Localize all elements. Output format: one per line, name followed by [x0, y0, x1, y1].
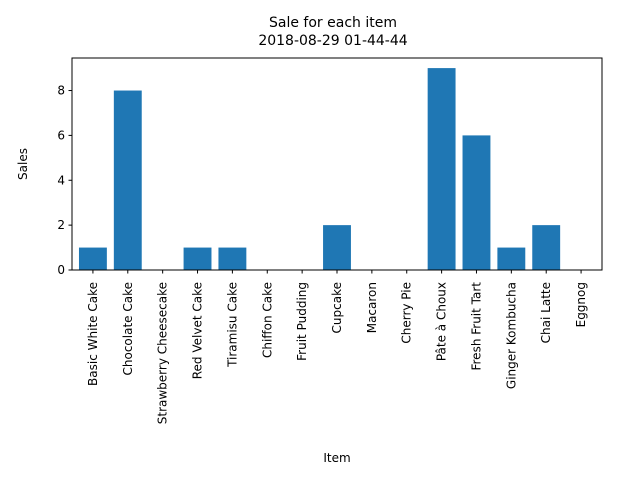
plot-frame: [71, 57, 603, 271]
x-tick-label-4: Tiramisu Cake: [225, 282, 239, 368]
x-tick-label-8: Macaron: [365, 282, 379, 333]
x-tick-label-5: Chiffon Cake: [260, 282, 274, 358]
x-tick-label-1: Chocolate Cake: [121, 282, 135, 376]
y-tick-label-3: 6: [57, 128, 65, 142]
bar-7: [323, 225, 351, 270]
x-tick-label-7: Cupcake: [330, 282, 344, 333]
chart-subtitle: 2018-08-29 01-44-44: [258, 33, 407, 49]
bar-13: [532, 225, 561, 270]
x-tick-label-2: Strawberry Cheesecake: [156, 282, 170, 424]
y-axis-ticks: 0 2 4 6 8: [57, 84, 72, 277]
x-tick-label-10: Pâte à Choux: [435, 282, 449, 361]
x-tick-label-3: Red Velvet Cake: [191, 282, 205, 379]
x-tick-label-13: Chai Latte: [539, 282, 553, 343]
y-tick-label-4: 8: [57, 84, 65, 98]
bar-12: [497, 247, 526, 270]
y-tick-label-2: 4: [57, 173, 65, 187]
bar-0: [78, 247, 107, 270]
y-tick-label-0: 0: [57, 263, 65, 277]
x-tick-label-14: Eggnog: [574, 282, 588, 327]
bar-11: [462, 135, 491, 270]
bars-group: [78, 68, 561, 270]
y-axis-label: Sales: [16, 148, 30, 180]
bar-1: [113, 90, 142, 270]
x-tick-label-6: Fruit Pudding: [295, 282, 309, 361]
x-axis-label: Item: [323, 451, 350, 465]
y-tick-label-1: 2: [57, 218, 65, 232]
x-tick-label-11: Fresh Fruit Tart: [469, 282, 483, 371]
chart-title: Sale for each item: [269, 15, 397, 31]
bar-10: [427, 68, 456, 270]
x-tick-label-12: Ginger Kombucha: [504, 282, 518, 389]
bar-4: [218, 247, 247, 270]
bar-3: [183, 247, 212, 270]
x-axis-ticks: Basic White Cake Chocolate Cake Strawberry…: [86, 270, 588, 424]
x-tick-label-0: Basic White Cake: [86, 282, 100, 386]
x-tick-label-9: Cherry Pie: [400, 282, 414, 344]
